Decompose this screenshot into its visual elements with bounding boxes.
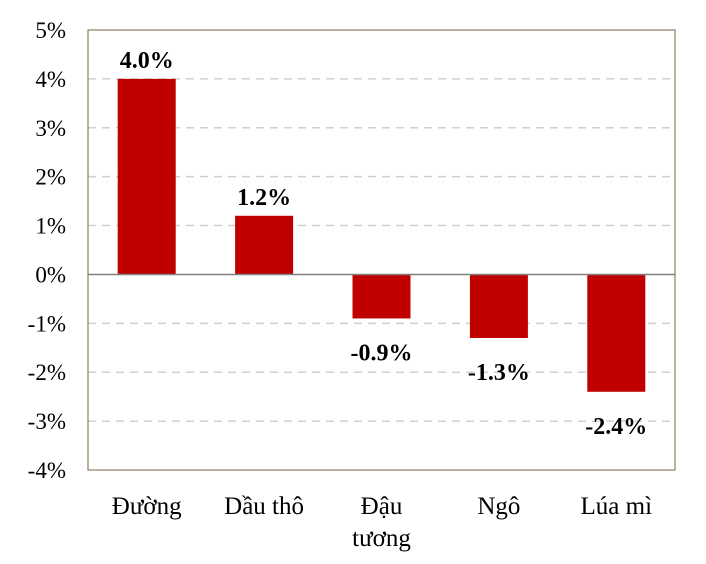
y-tick-label: 2% — [35, 165, 66, 190]
plot-frame — [87, 29, 676, 471]
bar — [352, 274, 411, 319]
y-tick-label: -3% — [28, 409, 66, 434]
data-label: 4.0% — [120, 48, 174, 74]
bar — [235, 215, 294, 275]
y-axis-ticks: 5% 4% 3% 2% 1% 0% -1% -2% -3% -4% — [28, 18, 66, 483]
data-label: -0.9% — [351, 340, 413, 366]
y-tick-label: -1% — [28, 311, 66, 336]
gridlines — [88, 78, 675, 422]
bar — [587, 274, 646, 392]
data-label: -2.4% — [585, 414, 647, 440]
y-tick-label: 1% — [35, 214, 66, 239]
category-label: Lúa mì — [581, 493, 653, 520]
y-tick-label: 3% — [35, 116, 66, 141]
y-tick-label: 4% — [35, 67, 66, 92]
bars — [117, 78, 646, 392]
category-label: Ngô — [477, 493, 520, 520]
bar — [117, 78, 176, 275]
data-labels: 4.0% 1.2% -0.9% -1.3% -2.4% — [120, 48, 648, 440]
y-tick-label: 5% — [35, 18, 66, 43]
category-label: Dầu thô — [224, 493, 304, 520]
y-tick-label: 0% — [35, 262, 66, 287]
y-tick-label: -4% — [28, 458, 66, 483]
category-label: Đường — [112, 493, 182, 520]
bar — [469, 274, 528, 338]
y-tick-label: -2% — [28, 360, 66, 385]
x-axis-categories: Đường Dầu thô Đậu tương Ngô Lúa mì — [112, 493, 652, 552]
data-label: 1.2% — [237, 185, 291, 211]
category-label: Đậu tương — [352, 493, 411, 552]
data-label: -1.3% — [468, 360, 530, 386]
